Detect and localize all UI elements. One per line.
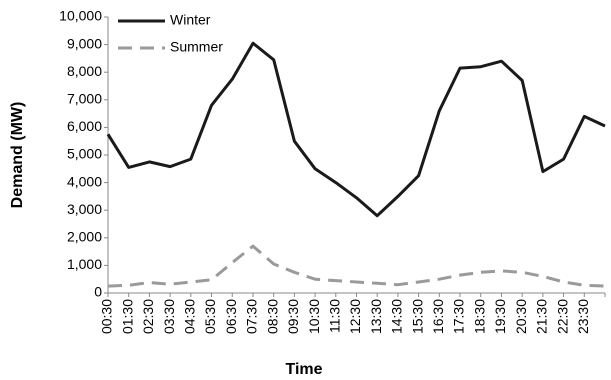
legend-label: Winter xyxy=(170,12,211,28)
x-axis-title: Time xyxy=(285,361,322,378)
y-tick-label: 6,000 xyxy=(67,118,102,134)
x-tick-label: 04:30 xyxy=(182,299,198,334)
x-tick-label: 03:30 xyxy=(161,299,177,334)
legend-label: Summer xyxy=(170,39,223,55)
y-tick-label: 1,000 xyxy=(67,256,102,272)
x-tick-label: 08:30 xyxy=(264,299,280,334)
x-tick-label: 09:30 xyxy=(285,299,301,334)
x-tick-label: 13:30 xyxy=(368,299,384,334)
x-tick-label: 15:30 xyxy=(409,299,425,334)
x-tick-label: 14:30 xyxy=(389,299,405,334)
y-tick-label: 4,000 xyxy=(67,173,102,189)
y-tick-label: 2,000 xyxy=(67,229,102,245)
x-tick-label: 22:30 xyxy=(554,299,570,334)
x-tick-label: 10:30 xyxy=(306,299,322,334)
y-tick-label: 3,000 xyxy=(67,201,102,217)
x-tick-label: 06:30 xyxy=(223,299,239,334)
y-tick-label: 5,000 xyxy=(67,146,102,162)
x-tick-label: 00:30 xyxy=(99,299,115,334)
y-axis-title: Demand (MW) xyxy=(9,102,26,209)
y-tick-label: 0 xyxy=(94,284,102,300)
y-tick-label: 8,000 xyxy=(67,63,102,79)
x-tick-label: 12:30 xyxy=(347,299,363,334)
x-tick-label: 11:30 xyxy=(326,299,342,333)
x-tick-label: 18:30 xyxy=(471,299,487,334)
x-tick-label: 07:30 xyxy=(244,299,260,334)
x-tick-label: 23:30 xyxy=(575,299,591,334)
x-tick-label: 01:30 xyxy=(119,299,135,334)
y-tick-label: 10,000 xyxy=(59,8,102,24)
x-tick-label: 20:30 xyxy=(513,299,529,334)
x-tick-label: 16:30 xyxy=(430,299,446,334)
x-tick-label: 21:30 xyxy=(534,299,550,334)
series-line xyxy=(106,41,606,218)
x-tick-label: 05:30 xyxy=(202,299,218,334)
x-tick-label: 17:30 xyxy=(451,299,467,334)
x-tick-label: 19:30 xyxy=(492,299,508,334)
y-tick-label: 9,000 xyxy=(67,35,102,51)
y-tick-label: 7,000 xyxy=(67,91,102,107)
series-line xyxy=(107,244,606,288)
x-tick-label: 02:30 xyxy=(140,299,156,334)
